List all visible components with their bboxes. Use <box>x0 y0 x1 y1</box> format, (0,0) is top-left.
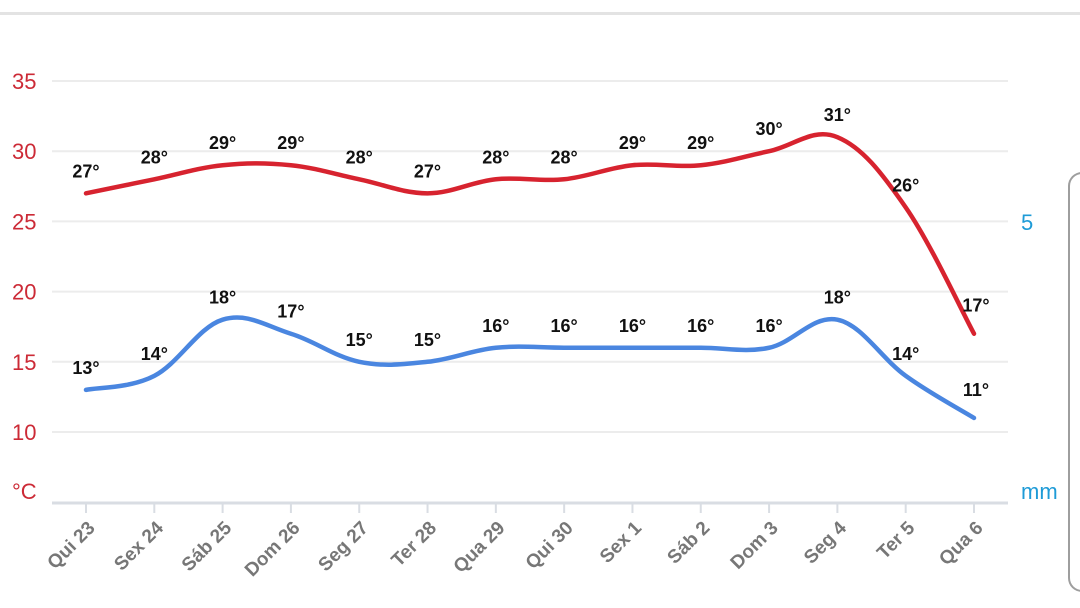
x-tick-label: Qui 23 <box>44 518 100 574</box>
x-tick-label: Sáb 2 <box>664 518 715 569</box>
min-temp-data-label: 16° <box>755 316 782 336</box>
x-tick-label: Seg 27 <box>315 518 373 576</box>
x-tick-label: Sex 1 <box>596 517 646 567</box>
min-temp-data-label: 16° <box>551 316 578 336</box>
max-temp-data-label: 28° <box>482 147 509 167</box>
min-temp-data-label: 16° <box>619 316 646 336</box>
x-tick-label: Sáb 25 <box>178 517 236 575</box>
x-tick-label: Seg 4 <box>800 517 851 568</box>
max-temp-data-label: 28° <box>141 147 168 167</box>
min-temp-data-label: 13° <box>72 358 99 378</box>
min-temperature-line <box>83 315 977 421</box>
y-tick-label: 25 <box>12 209 36 234</box>
max-temperature-line <box>83 132 977 336</box>
y-tick-label: 35 <box>12 69 36 94</box>
y2-tick-label: 5 <box>1021 210 1033 235</box>
min-temp-data-label: 18° <box>209 288 236 308</box>
top-divider <box>0 12 1080 15</box>
x-tick-label: Qui 30 <box>522 518 578 574</box>
x-tick-label: Dom 3 <box>727 518 783 574</box>
max-temp-data-label: 17° <box>962 296 989 316</box>
x-tick-label: Ter 28 <box>388 518 441 571</box>
min-temp-data-label: 16° <box>482 316 509 336</box>
x-tick-label: Qua 29 <box>450 518 510 578</box>
min-temp-data-label: 15° <box>414 330 441 350</box>
y-tick-label: 15 <box>12 350 36 375</box>
min-temp-data-label: 17° <box>277 302 304 322</box>
min-temp-data-label: 14° <box>892 344 919 364</box>
scroll-handle[interactable] <box>1068 172 1080 592</box>
y-tick-label: 10 <box>12 420 36 445</box>
max-temp-data-label: 28° <box>346 147 373 167</box>
x-tick-label: Dom 26 <box>241 518 304 581</box>
min-temp-data-label: 18° <box>824 288 851 308</box>
max-temp-data-label: 27° <box>414 161 441 181</box>
y-tick-label: 20 <box>12 280 36 305</box>
max-temp-data-label: 29° <box>619 133 646 153</box>
y-tick-label: 30 <box>12 139 36 164</box>
y-axis-unit-label: °C <box>12 479 37 504</box>
min-temp-data-label: 15° <box>346 330 373 350</box>
max-temp-data-label: 30° <box>755 119 782 139</box>
y2-axis-unit-label: mm <box>1021 479 1058 504</box>
x-tick-label: Sex 24 <box>110 517 168 575</box>
max-temp-data-label: 29° <box>687 133 714 153</box>
min-temp-data-label: 16° <box>687 316 714 336</box>
max-temp-data-label: 31° <box>824 105 851 125</box>
max-temp-data-label: 29° <box>209 133 236 153</box>
min-temp-data-label: 11° <box>963 380 989 400</box>
max-temp-data-label: 27° <box>72 161 99 181</box>
min-temp-data-label: 14° <box>141 344 168 364</box>
x-tick-label: Ter 5 <box>873 517 919 563</box>
max-temp-data-label: 26° <box>892 175 919 195</box>
x-tick-label: Qua 6 <box>935 518 987 570</box>
max-temp-data-label: 28° <box>551 147 578 167</box>
max-temp-data-label: 29° <box>277 133 304 153</box>
